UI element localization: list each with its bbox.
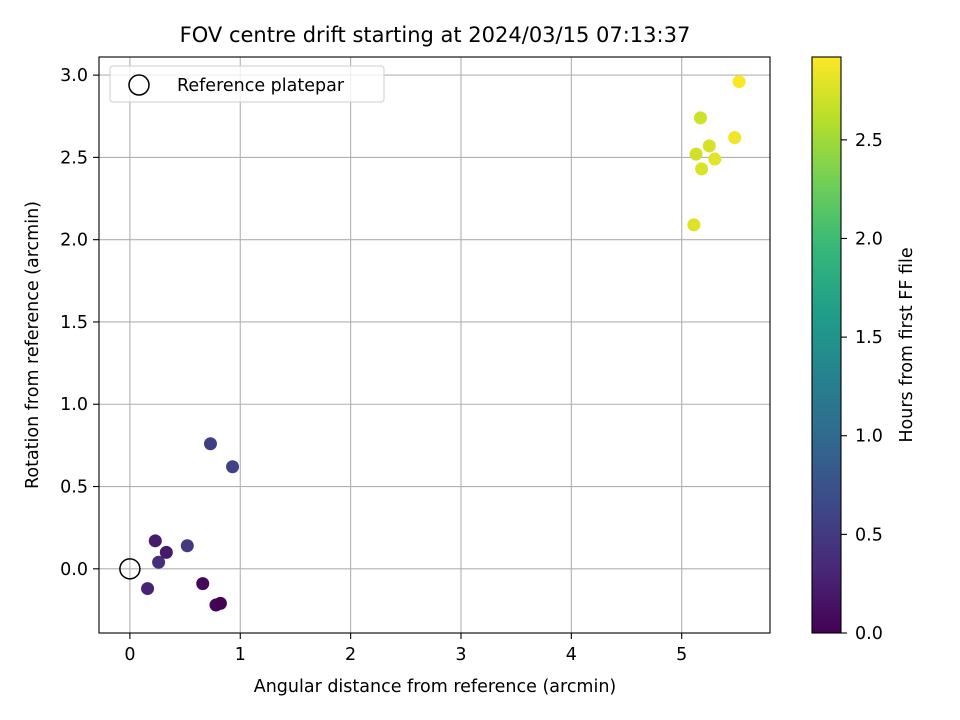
data-point bbox=[689, 147, 703, 161]
x-tick-label: 2 bbox=[345, 645, 356, 665]
data-point bbox=[196, 577, 210, 591]
data-point bbox=[702, 139, 716, 153]
data-point bbox=[159, 545, 173, 559]
y-axis-ticks: 0.0 0.5 1.0 1.5 2.0 2.5 3.0 bbox=[60, 66, 99, 580]
legend-box bbox=[109, 65, 385, 103]
data-point bbox=[732, 75, 746, 89]
data-point bbox=[180, 539, 194, 553]
y-tick-label: 2.0 bbox=[60, 231, 88, 251]
colorbar bbox=[812, 57, 841, 633]
chart-title: FOV centre drift starting at 2024/03/15 … bbox=[180, 23, 691, 47]
data-point bbox=[213, 596, 227, 610]
colorbar-tick-label: 0.5 bbox=[855, 525, 883, 545]
legend: Reference platepar bbox=[109, 65, 385, 103]
x-tick-label: 3 bbox=[455, 645, 466, 665]
colorbar-tick-label: 0.0 bbox=[855, 624, 883, 644]
data-points bbox=[141, 75, 746, 612]
data-point bbox=[226, 460, 240, 474]
y-tick-label: 0.5 bbox=[60, 478, 88, 498]
data-point bbox=[687, 218, 701, 232]
reference-marker-layer bbox=[119, 558, 141, 580]
data-point bbox=[152, 555, 166, 569]
y-tick-label: 1.0 bbox=[60, 395, 88, 415]
y-tick-label: 2.5 bbox=[60, 148, 88, 168]
data-point bbox=[708, 152, 722, 166]
colorbar-tick-label: 2.0 bbox=[855, 229, 883, 249]
legend-reference-marker bbox=[128, 74, 150, 96]
x-axis-label: Angular distance from reference (arcmin) bbox=[254, 677, 617, 697]
colorbar-tick-label: 1.5 bbox=[855, 328, 883, 348]
x-tick-label: 0 bbox=[124, 645, 135, 665]
y-tick-label: 3.0 bbox=[60, 66, 88, 86]
x-tick-label: 1 bbox=[235, 645, 246, 665]
y-tick-label: 0.0 bbox=[60, 560, 88, 580]
y-axis-label: Rotation from reference (arcmin) bbox=[23, 201, 43, 489]
grid bbox=[99, 57, 770, 633]
data-point bbox=[728, 131, 742, 145]
plot-frame bbox=[98, 56, 771, 634]
colorbar-tick-label: 2.5 bbox=[855, 131, 883, 151]
data-point bbox=[693, 111, 707, 125]
colorbar-frame bbox=[811, 56, 842, 634]
data-point bbox=[203, 437, 217, 451]
colorbar-tick-label: 1.0 bbox=[855, 427, 883, 447]
data-point bbox=[141, 582, 155, 596]
x-axis-ticks: 0 1 2 3 4 5 bbox=[124, 633, 687, 665]
x-tick-label: 4 bbox=[566, 645, 577, 665]
data-point bbox=[148, 534, 162, 548]
reference-platepar-marker bbox=[119, 558, 141, 580]
x-tick-label: 5 bbox=[676, 645, 687, 665]
data-point bbox=[695, 162, 709, 176]
colorbar-ticks: 0.0 0.5 1.0 1.5 2.0 2.5 bbox=[841, 131, 883, 644]
y-tick-label: 1.5 bbox=[60, 313, 88, 333]
colorbar-label: Hours from first FF file bbox=[897, 247, 917, 442]
legend-label-reference-platepar: Reference platepar bbox=[177, 76, 345, 96]
